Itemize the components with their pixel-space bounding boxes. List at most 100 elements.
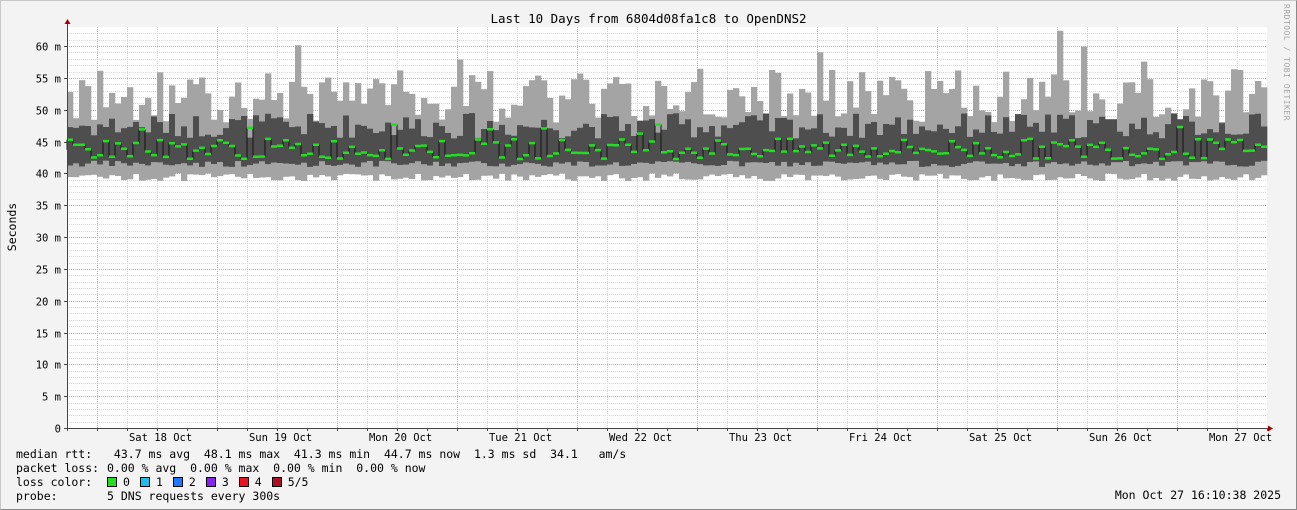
smoke-inner-bar [613,116,620,163]
smoke-inner-bar [895,117,902,165]
y-tick-label: 55 m [36,74,61,86]
smoke-inner-bar [865,123,872,162]
smoke-outer-bar [451,86,458,178]
x-tick-label: Wed 22 Oct [609,432,672,444]
smoke-inner-bar [481,129,488,164]
y-tick-label: 60 m [36,42,61,54]
smoke-inner-bar [751,115,758,163]
smoke-inner-bar [1213,132,1220,162]
smoke-inner-bar [187,137,194,166]
smoke-outer-bar [1231,69,1238,180]
smoke-inner-bar [733,124,740,162]
smoke-outer-bar [655,80,662,178]
smoke-inner-bar [787,119,794,167]
smoke-inner-bar [229,119,236,167]
loss-color-swatch [172,477,183,487]
y-tick-label: 40 m [36,169,61,181]
smoke-inner-bar [283,121,290,164]
smoke-inner-bar [937,124,944,166]
smoke-inner-bar [511,135,518,165]
y-tick-label: 15 m [36,329,61,341]
smoke-inner-bar [1081,137,1088,162]
smoke-outer-bar [859,72,866,179]
smoke-inner-bar [151,116,158,163]
loss-color-item: 1 [139,475,163,489]
y-tick-label: 35 m [36,201,61,213]
smoke-inner-bar [877,135,884,163]
y-axis-arrow [64,19,71,24]
smoke-inner-bar [367,128,374,161]
smoke-inner-bar [1225,133,1232,166]
x-tick-label: Mon 20 Oct [369,432,432,444]
x-tick-label: Sun 19 Oct [249,432,312,444]
smoke-inner-bar [709,126,716,166]
probe-text: 5 DNS requests every 300s [107,489,281,503]
smoke-inner-bar [391,135,398,164]
smoke-inner-bar [1165,124,1172,162]
smoke-inner-bar [259,121,266,162]
smoke-inner-bar [715,136,722,166]
loss-color-swatch [271,477,282,487]
smoke-inner-bar [673,113,680,162]
smoke-inner-bar [847,135,854,163]
smoke-inner-bar [637,120,644,163]
smoke-inner-bar [1003,117,1010,163]
smoke-inner-bar [901,134,908,165]
packet-loss-label: packet loss: [16,461,100,475]
smoke-inner-bar [859,137,866,163]
legend-median-rtt: median rtt: 43.7 ms avg 48.1 ms max 41.3… [16,447,626,461]
smoke-inner-bar [1045,114,1052,164]
x-tick-label: Tue 21 Oct [489,432,552,444]
smoke-inner-bar [415,119,422,162]
smoke-inner-bar [853,113,860,163]
loss-color-swatch [107,477,117,487]
smoke-inner-bar [97,124,104,165]
median-rtt-label: median rtt: [16,447,93,461]
smoke-inner-bar [1219,123,1226,162]
smoke-outer-bar [349,100,356,175]
smoke-inner-bar [991,132,998,164]
smoke-inner-bar [199,136,206,167]
smoke-inner-bar [925,130,932,167]
rrdtool-watermark: RRDTOOL / TOBI OETIKER [1282,4,1291,121]
smoke-inner-bar [517,125,524,165]
smoke-inner-bar [355,124,362,167]
smoke-inner-bar [1255,113,1262,162]
smoke-inner-bar [1039,131,1046,167]
smoke-inner-bar [655,132,662,162]
smoke-inner-bar [907,119,914,161]
smoke-inner-bar [1105,119,1112,166]
smoke-outer-bar [1123,82,1130,180]
smoke-inner-bar [643,120,650,163]
smoke-inner-bar [223,128,230,167]
smoke-inner-bar [1099,116,1106,164]
smoke-outer-bar [847,81,854,180]
smoke-outer-bar [1057,30,1064,178]
smoke-outer-bar [571,79,578,181]
smoke-inner-bar [529,127,536,164]
smoke-inner-bar [817,114,824,166]
smoke-inner-bar [331,126,338,166]
smoke-inner-bar [889,124,896,163]
smoke-inner-bar [145,132,152,166]
smoke-inner-bar [1009,131,1016,167]
y-tick-label: 25 m [36,265,61,277]
chart-canvas: 0 5 m 10 m 15 m 20 m 25 m 30 m 35 m 40 m 45 m 50 m… [36,19,1273,444]
smoke-outer-bar [877,80,884,179]
smoke-inner-bar [79,125,86,167]
smoke-inner-bar [277,117,284,163]
loss-color-value: 3 [221,475,229,489]
smoke-inner-bar [247,137,254,166]
smoke-outer-bar [955,70,962,176]
smoke-outer-bar [769,70,776,181]
smoke-inner-bar [1237,134,1244,167]
smoke-outer-bar [205,93,212,174]
smoke-inner-bar [325,127,332,165]
smoke-inner-bar [547,128,554,167]
x-tick-label: Sat 18 Oct [129,432,192,444]
smoke-inner-bar [217,134,224,162]
smoke-outer-bar [187,79,194,175]
smoke-inner-bar [67,127,74,166]
smoke-inner-bar [439,126,446,166]
smoke-inner-bar [499,124,506,164]
